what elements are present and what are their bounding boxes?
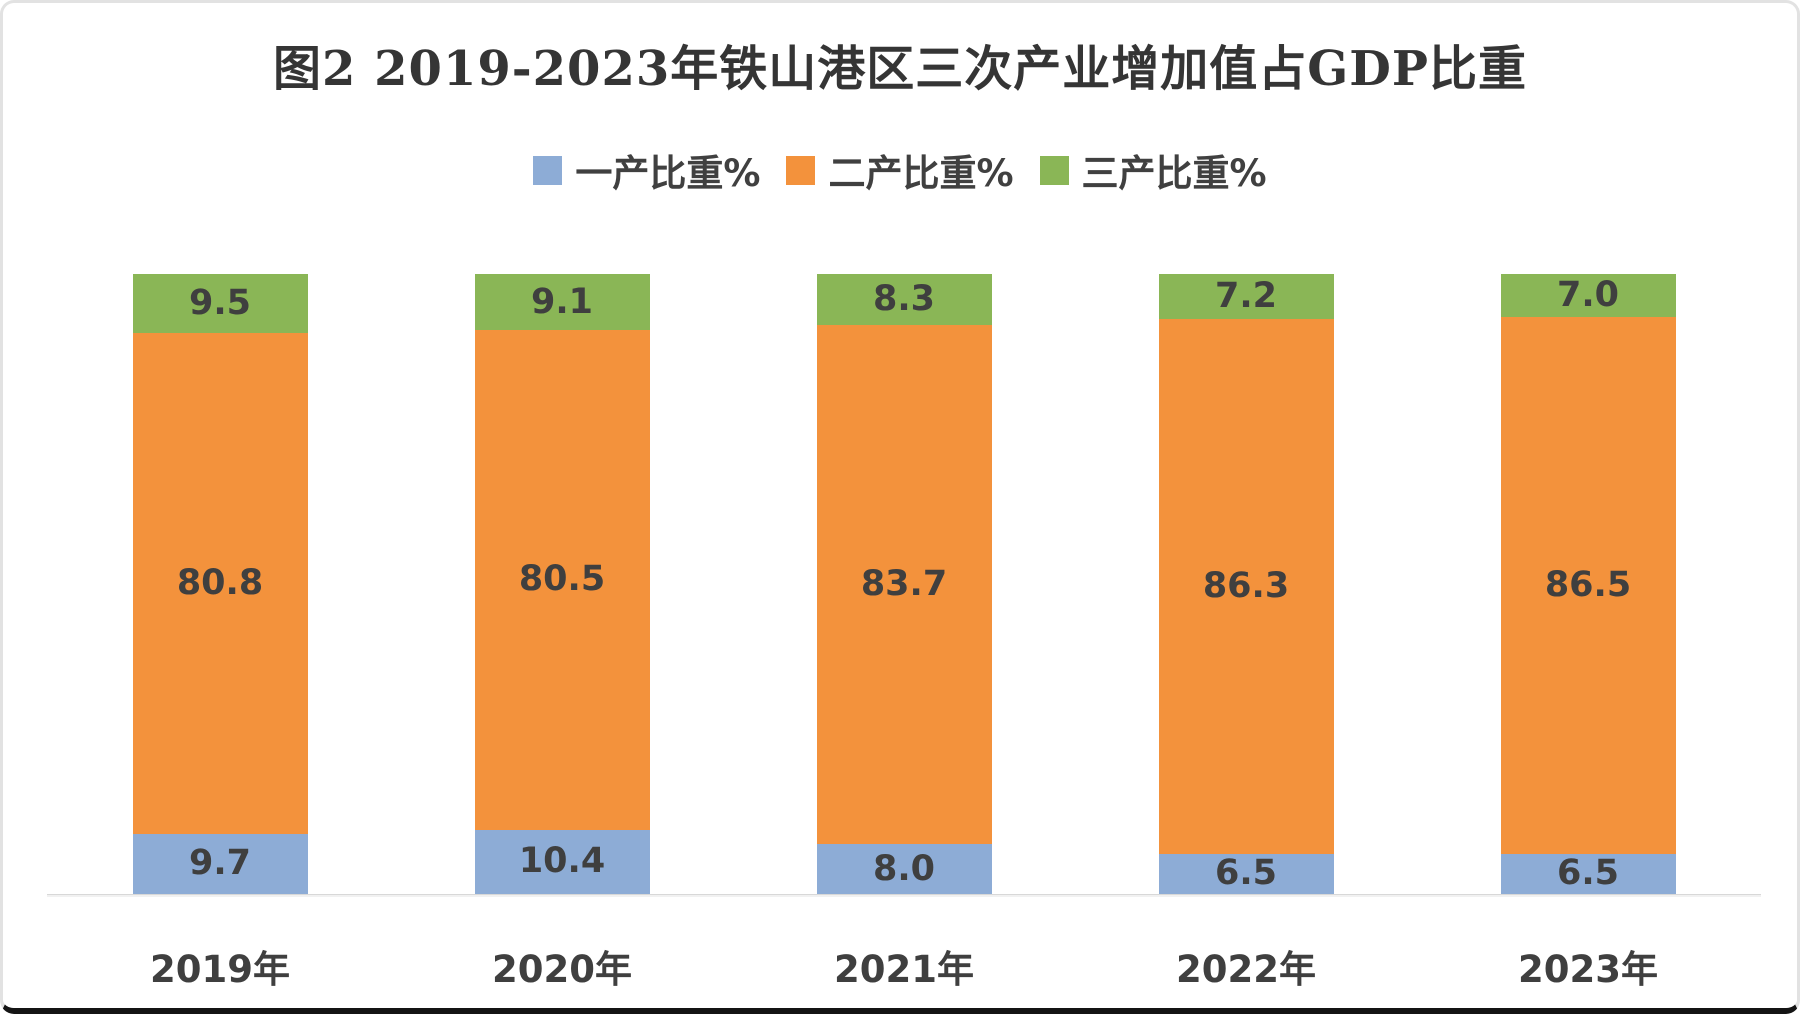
stacked-bar-2019年: 9.5 80.8 9.7 [132, 274, 308, 894]
bar-segment-2019年-series-1: 80.8 [132, 332, 308, 834]
category-slot-2023年: 7.0 86.5 6.5 [1417, 274, 1759, 894]
value-label: 86.5 [1544, 565, 1632, 606]
bar-segment-2023年-series-0: 6.5 [1500, 853, 1676, 894]
plot-area: 9.5 80.8 9.7 9.1 80.5 10.4 8.3 83.7 8.0 7.2 86.3 6.… [49, 274, 1759, 894]
legend-swatch-icon [533, 155, 563, 185]
legend-label: 三产比重% [1081, 152, 1267, 195]
stacked-bar-2022年: 7.2 86.3 6.5 [1158, 274, 1334, 894]
legend-swatch-icon [1039, 155, 1069, 185]
value-label: 9.5 [188, 282, 251, 323]
x-axis-label-2021年: 2021年 [834, 948, 974, 991]
value-label: 6.5 [1214, 853, 1277, 894]
bar-segment-2023年-series-1: 86.5 [1500, 317, 1676, 854]
bar-segment-2021年-series-0: 8.0 [816, 844, 992, 894]
category-slot-2021年: 8.3 83.7 8.0 [733, 274, 1075, 894]
value-label: 8.0 [872, 848, 935, 889]
x-axis-label-2020年: 2020年 [492, 948, 632, 991]
value-label: 8.3 [872, 279, 935, 320]
category-slot-2020年: 9.1 80.5 10.4 [391, 274, 733, 894]
legend-item-0: 一产比重% [533, 143, 760, 197]
category-slot-2022年: 7.2 86.3 6.5 [1075, 274, 1417, 894]
value-label: 80.8 [176, 562, 264, 603]
chart-legend: 一产比重% 二产比重% 三产比重% [3, 143, 1797, 197]
bar-segment-2021年-series-2: 8.3 [816, 274, 992, 326]
chart-title: 图2 2019-2023年铁山港区三次产业增加值占GDP比重 [273, 41, 1527, 97]
legend-item-1: 二产比重% [786, 143, 1014, 197]
bar-segment-2022年-series-1: 86.3 [1158, 318, 1334, 854]
bar-segment-2019年-series-0: 9.7 [132, 833, 308, 894]
legend-label: 一产比重% [575, 152, 761, 195]
x-axis-line [47, 894, 1761, 897]
bar-segment-2022年-series-0: 6.5 [1158, 853, 1334, 894]
x-axis-label-2023年: 2023年 [1518, 948, 1658, 991]
value-label: 9.1 [530, 281, 593, 322]
bar-segment-2021年-series-1: 83.7 [816, 325, 992, 845]
x-axis-label-2022年: 2022年 [1176, 948, 1316, 991]
x-axis-labels: 2019年 2020年 2021年 2022年 2023年 [49, 939, 1759, 993]
value-label: 80.5 [518, 559, 606, 600]
x-axis-label-2019年: 2019年 [150, 948, 290, 991]
value-label: 86.3 [1202, 565, 1290, 606]
value-label: 10.4 [518, 841, 606, 882]
legend-swatch-icon [786, 155, 816, 185]
legend-label: 二产比重% [828, 152, 1014, 195]
bar-segment-2022年-series-2: 7.2 [1158, 274, 1334, 319]
stacked-bar-2023年: 7.0 86.5 6.5 [1500, 274, 1676, 894]
bar-segment-2020年-series-0: 10.4 [474, 829, 650, 894]
bar-segment-2020年-series-1: 80.5 [474, 330, 650, 830]
category-slot-2019年: 9.5 80.8 9.7 [49, 274, 391, 894]
value-label: 6.5 [1556, 853, 1619, 894]
stacked-bar-2020年: 9.1 80.5 10.4 [474, 274, 650, 894]
value-label: 7.0 [1556, 275, 1619, 316]
legend-item-2: 三产比重% [1039, 143, 1267, 197]
value-label: 9.7 [188, 843, 251, 884]
bar-segment-2019年-series-2: 9.5 [132, 274, 308, 333]
bar-segment-2020年-series-2: 9.1 [474, 274, 650, 331]
value-label: 7.2 [1214, 275, 1277, 316]
value-label: 83.7 [860, 564, 948, 605]
stacked-bar-2021年: 8.3 83.7 8.0 [816, 274, 992, 894]
bar-segment-2023年-series-2: 7.0 [1500, 274, 1676, 318]
